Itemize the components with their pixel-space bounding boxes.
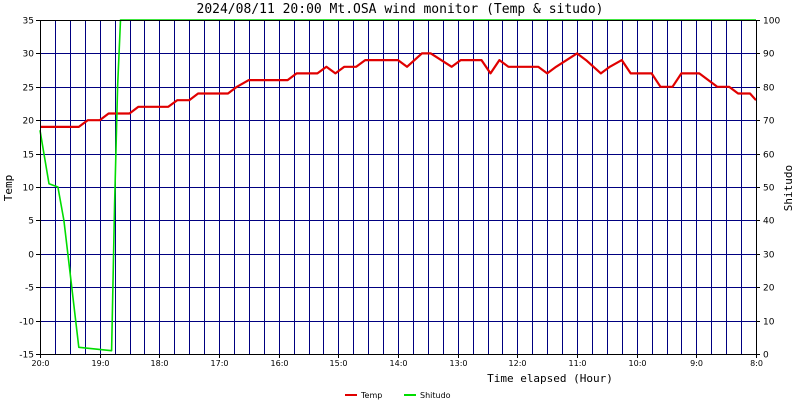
x-tick-label: 15:0 [330, 359, 348, 368]
axis-layer: -15 -10 -5 0 5 10 15 20 25 30 35 0 10 20 30 40 50 60 70 80 9… [19, 17, 780, 369]
y-axis-label-right: Shitudo [782, 165, 795, 211]
y-tick-label-left: 20 [23, 117, 35, 127]
y-tick-label-right: 20 [763, 284, 775, 294]
y-tick-label-left: 15 [23, 151, 34, 161]
y-tick-label-left: 25 [23, 84, 34, 94]
x-tick-label: 19:0 [92, 359, 110, 368]
y-tick-label-right: 90 [763, 50, 775, 60]
x-axis-label: Time elapsed (Hour) [487, 372, 613, 385]
y-tick-label-right: 100 [763, 17, 780, 27]
x-tick-label: 14:0 [390, 359, 408, 368]
y-tick-label-right: 0 [763, 351, 769, 361]
y-tick-label-right: 10 [763, 318, 775, 328]
y-tick-label-left: 30 [23, 50, 35, 60]
y-tick-label-left: -5 [25, 284, 34, 294]
x-tick-label: 10:0 [629, 359, 647, 368]
x-tick-label: 11:0 [569, 359, 587, 368]
y-axis-label-left: Temp [2, 175, 15, 202]
y-tick-label-right: 60 [763, 151, 775, 161]
y-tick-label-left: 35 [23, 17, 34, 27]
y-tick-label-left: -15 [19, 351, 34, 361]
x-tick-label: 9:0 [690, 359, 703, 368]
y-tick-label-left: 0 [28, 251, 34, 261]
grid-layer [40, 20, 757, 355]
y-tick-label-right: 70 [763, 117, 775, 127]
chart-title: 2024/08/11 20:00 Mt.OSA wind monitor (Te… [197, 2, 604, 17]
y-tick-label-right: 30 [763, 251, 775, 261]
y-tick-label-right: 40 [763, 217, 775, 227]
y-tick-label-right: 50 [763, 184, 775, 194]
legend-label-shitudo: Shitudo [420, 391, 451, 400]
series-line-temp [40, 52, 757, 129]
legend: Temp Shitudo [345, 391, 451, 400]
x-tick-label: 8:0 [750, 359, 763, 368]
x-tick-label: 16:0 [271, 359, 289, 368]
y-tick-label-right: 80 [763, 84, 775, 94]
y-tick-label-left: -10 [19, 318, 34, 328]
x-tick-label: 12:0 [509, 359, 527, 368]
y-tick-label-left: 10 [23, 184, 35, 194]
y-tick-label-left: 5 [28, 217, 34, 227]
legend-label-temp: Temp [360, 391, 382, 400]
x-tick-label: 18:0 [151, 359, 169, 368]
x-tick-label: 20:0 [32, 359, 50, 368]
x-tick-label: 17:0 [211, 359, 229, 368]
x-tick-label: 13:0 [450, 359, 468, 368]
